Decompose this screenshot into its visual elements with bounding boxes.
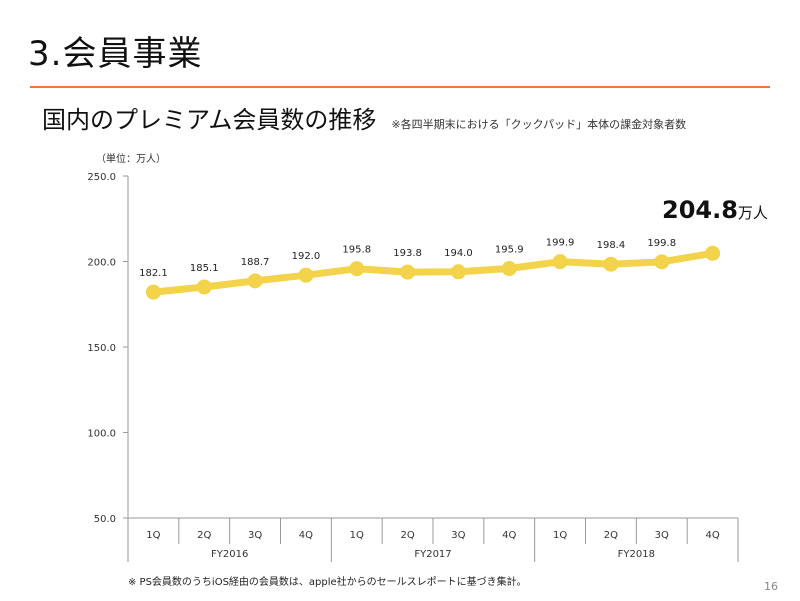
data-point [552,254,568,270]
data-point [705,245,721,261]
chart-axes: 250.0 200.0 150.0 100.0 50.0 1Q 2Q 3Q 4Q 1Q 2Q 3Q 4Q… [87,172,739,562]
data-point [145,284,161,300]
highlight-unit: 万人 [738,204,768,222]
y-tick-label: 250.0 [87,172,116,183]
y-tick-label: 150.0 [87,343,116,354]
data-point [603,256,619,272]
y-tick-label: 100.0 [87,429,116,440]
data-labels-layer: 182.1 185.1 188.7 192.0 195.8 193.8 194.0 195.9… [139,238,676,279]
data-point [196,279,212,295]
subtitle-row: 国内のプレミアム会員数の推移 ※各四半期末における「クックパッド」本体の課金対象… [42,100,686,135]
slide-title: 3.会員事業 [28,34,203,74]
data-label: 198.4 [597,240,626,251]
data-point [298,267,314,283]
data-label: 195.8 [342,245,371,256]
data-label: 195.9 [495,245,524,256]
data-label: 188.7 [241,257,270,268]
data-point [247,273,263,289]
data-label: 192.0 [292,251,321,262]
category-label: 2Q [197,530,211,541]
unit-label: （単位：万人） [96,152,166,165]
chart-subtitle: 国内のプレミアム会員数の推移 [42,106,377,134]
y-tick-label: 200.0 [87,258,116,269]
category-label: 1Q [146,530,160,541]
data-point [349,261,365,277]
data-label: 185.1 [190,263,219,274]
data-point [450,264,466,280]
category-label: 3Q [248,530,262,541]
highlight-value: 204.8万人 [662,196,768,224]
series-line [149,249,717,296]
points-layer [145,245,721,300]
category-label: 3Q [655,530,669,541]
category-label: 4Q [705,530,719,541]
data-point [400,264,416,280]
category-label: 1Q [350,530,364,541]
title-divider [30,86,770,88]
data-label: 193.8 [393,248,422,259]
category-label: 4Q [299,530,313,541]
category-label: 3Q [451,530,465,541]
data-label: 194.0 [444,248,473,259]
subtitle-note: ※各四半期末における「クックパッド」本体の課金対象者数 [391,118,687,131]
page-number: 16 [764,580,778,593]
group-label: FY2018 [618,549,655,560]
category-label: 1Q [553,530,567,541]
group-label: FY2017 [414,549,451,560]
data-label: 182.1 [139,268,168,279]
category-label: 2Q [604,530,618,541]
data-point [501,261,517,277]
category-label: 4Q [502,530,516,541]
y-tick-label: 50.0 [94,514,116,525]
highlight-number: 204.8 [662,196,738,224]
footnote: ※ PS会員数のうちiOS経由の会員数は、apple社からのセールスレポートに基… [128,577,527,588]
data-label: 199.8 [647,238,676,249]
series-layer [149,249,717,296]
group-label: FY2016 [211,549,248,560]
data-point [654,254,670,270]
data-label: 199.9 [546,238,575,249]
category-label: 2Q [400,530,414,541]
